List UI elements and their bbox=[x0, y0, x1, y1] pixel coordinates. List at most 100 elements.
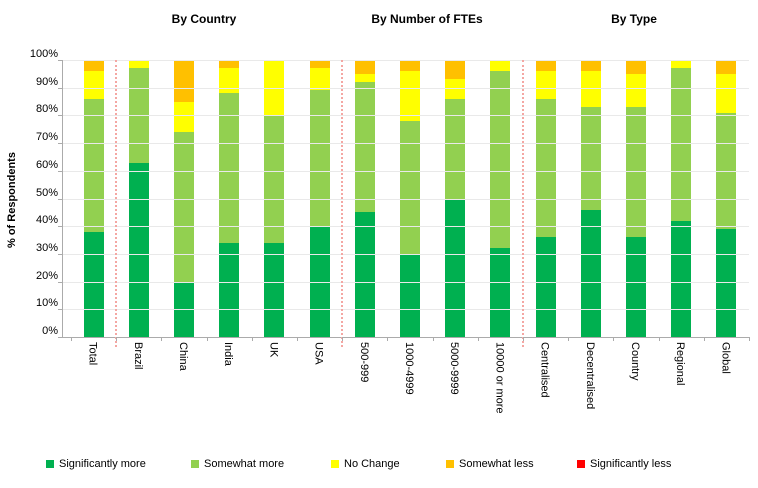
bar-segment-somewhat-more bbox=[580, 107, 601, 210]
stacked-bar-centralised bbox=[535, 60, 556, 337]
y-axis-tick bbox=[58, 198, 62, 200]
bar-segment-somewhat-more bbox=[490, 71, 511, 249]
bar-segment-significantly-more bbox=[671, 220, 692, 337]
bar-segment-significantly-more bbox=[219, 242, 240, 337]
bar-segment-significantly-more bbox=[445, 198, 466, 337]
bar-segment-somewhat-less bbox=[309, 60, 330, 69]
bar-segment-significantly-more bbox=[626, 237, 647, 337]
bar-segment-significantly-more bbox=[716, 228, 737, 337]
group-separator-line bbox=[115, 60, 118, 347]
stacked-bar-brazil bbox=[128, 60, 149, 337]
bar-segment-significantly-more bbox=[174, 281, 194, 337]
x-axis-label: UK bbox=[267, 342, 280, 358]
bar-segment-no-change bbox=[671, 60, 692, 69]
x-axis-label: 5000-9999 bbox=[448, 342, 461, 395]
bar-segment-somewhat-less bbox=[716, 60, 737, 74]
bar-segment-no-change bbox=[490, 60, 511, 72]
x-axis-tick bbox=[749, 337, 750, 341]
y-tick-label: 50% bbox=[35, 186, 58, 199]
y-tick-label: 60% bbox=[35, 158, 58, 171]
bar-segment-somewhat-more bbox=[264, 115, 285, 243]
x-axis-label: Global bbox=[719, 342, 732, 374]
y-tick-label: 30% bbox=[35, 241, 58, 254]
bar-segment-somewhat-less bbox=[626, 60, 647, 74]
bar-segment-significantly-more bbox=[400, 253, 421, 337]
y-tick-label: 90% bbox=[35, 75, 58, 88]
section-header-by-number-of-ftes: By Number of FTEs bbox=[371, 12, 483, 26]
y-axis-tick bbox=[58, 226, 62, 228]
bar-segment-no-change bbox=[626, 73, 647, 108]
group-separator-line bbox=[522, 60, 524, 347]
bar-segment-no-change bbox=[174, 101, 194, 133]
plot-area: 0% 10% 20% 30% 40% 50% 60% 70% 80% 90% 100% bbox=[30, 48, 750, 347]
bar-segment-no-change bbox=[128, 60, 149, 69]
somewhat-less-swatch-icon bbox=[446, 460, 454, 468]
bar-segment-somewhat-less bbox=[83, 60, 104, 72]
y-axis-tick bbox=[58, 337, 62, 338]
stacked-bar-500-999 bbox=[354, 60, 375, 337]
bar-segment-significantly-more bbox=[490, 248, 511, 337]
bar-column-country bbox=[613, 60, 658, 337]
bar-segment-somewhat-less bbox=[174, 60, 194, 102]
x-axis-tick bbox=[613, 337, 615, 341]
y-axis-tick bbox=[58, 87, 62, 89]
bar-segment-no-change bbox=[535, 71, 556, 99]
bar-segment-significantly-more bbox=[354, 212, 375, 337]
bar-segment-no-change bbox=[580, 71, 601, 108]
stacked-bar-1000-4999 bbox=[400, 60, 421, 337]
bar-segment-somewhat-more bbox=[400, 120, 421, 254]
gridline bbox=[63, 170, 749, 172]
bar-segment-somewhat-less bbox=[580, 60, 601, 72]
bar-segment-somewhat-more bbox=[219, 93, 240, 243]
y-tick-label: 100% bbox=[29, 48, 58, 60]
x-axis-label: China bbox=[177, 342, 189, 371]
bar-segment-significantly-more bbox=[264, 242, 285, 337]
stacked-bar-country bbox=[626, 60, 647, 337]
bar-segment-somewhat-more bbox=[626, 107, 647, 238]
gridline bbox=[63, 309, 749, 311]
x-axis-label: India bbox=[222, 342, 235, 366]
somewhat-more-swatch-icon bbox=[191, 460, 199, 468]
y-axis-tick bbox=[58, 170, 62, 172]
bar-segment-no-change bbox=[309, 68, 330, 91]
x-axis-tick bbox=[523, 337, 524, 341]
gridline bbox=[63, 87, 749, 89]
legend-item-somewhat-less: Somewhat less bbox=[446, 458, 534, 470]
gridline bbox=[63, 60, 749, 61]
y-axis-title: % of Respondents bbox=[6, 152, 18, 248]
gridline bbox=[63, 198, 749, 200]
y-axis-tick bbox=[58, 60, 62, 61]
bar-segment-somewhat-more bbox=[445, 98, 466, 199]
bar-segment-somewhat-more bbox=[535, 98, 556, 238]
bar-column-decentralised bbox=[568, 60, 613, 337]
bar-segment-significantly-more bbox=[128, 162, 149, 337]
legend-label: Significantly more bbox=[59, 458, 146, 470]
legend-label: Somewhat more bbox=[204, 458, 285, 470]
legend: Significantly more Somewhat more No Change… bbox=[0, 458, 758, 478]
bar-segment-significantly-more bbox=[309, 226, 330, 337]
bar-column-1000-4999 bbox=[387, 60, 432, 337]
bar-segment-somewhat-less bbox=[445, 60, 466, 80]
bar-segment-somewhat-less bbox=[219, 60, 240, 69]
legend-item-significantly-less: Significantly less bbox=[577, 458, 671, 470]
stacked-bar-regional bbox=[671, 60, 692, 337]
bar-column-500-999 bbox=[342, 60, 387, 337]
bar-column-china bbox=[161, 60, 206, 337]
x-axis-label: 10000 or more bbox=[493, 342, 506, 414]
bar-column-regional bbox=[659, 60, 704, 337]
stacked-bar-decentralised bbox=[580, 60, 601, 337]
gridline bbox=[63, 143, 749, 145]
x-axis-label: 1000-4999 bbox=[403, 342, 415, 395]
group-separator-line bbox=[341, 60, 344, 347]
bar-segment-significantly-more bbox=[535, 237, 556, 337]
legend-item-somewhat-more: Somewhat more bbox=[191, 458, 284, 470]
bar-segment-no-change bbox=[445, 79, 466, 99]
legend-item-significantly-more: Significantly more bbox=[46, 458, 146, 470]
stacked-bar-5000-9999 bbox=[445, 60, 466, 337]
x-axis-tick bbox=[297, 337, 298, 341]
stacked-bar-india bbox=[219, 60, 240, 337]
x-axis-tick bbox=[477, 337, 479, 341]
y-tick-label: 0% bbox=[42, 325, 58, 337]
x-axis-tick bbox=[387, 337, 389, 341]
no-change-swatch-icon bbox=[331, 460, 339, 468]
